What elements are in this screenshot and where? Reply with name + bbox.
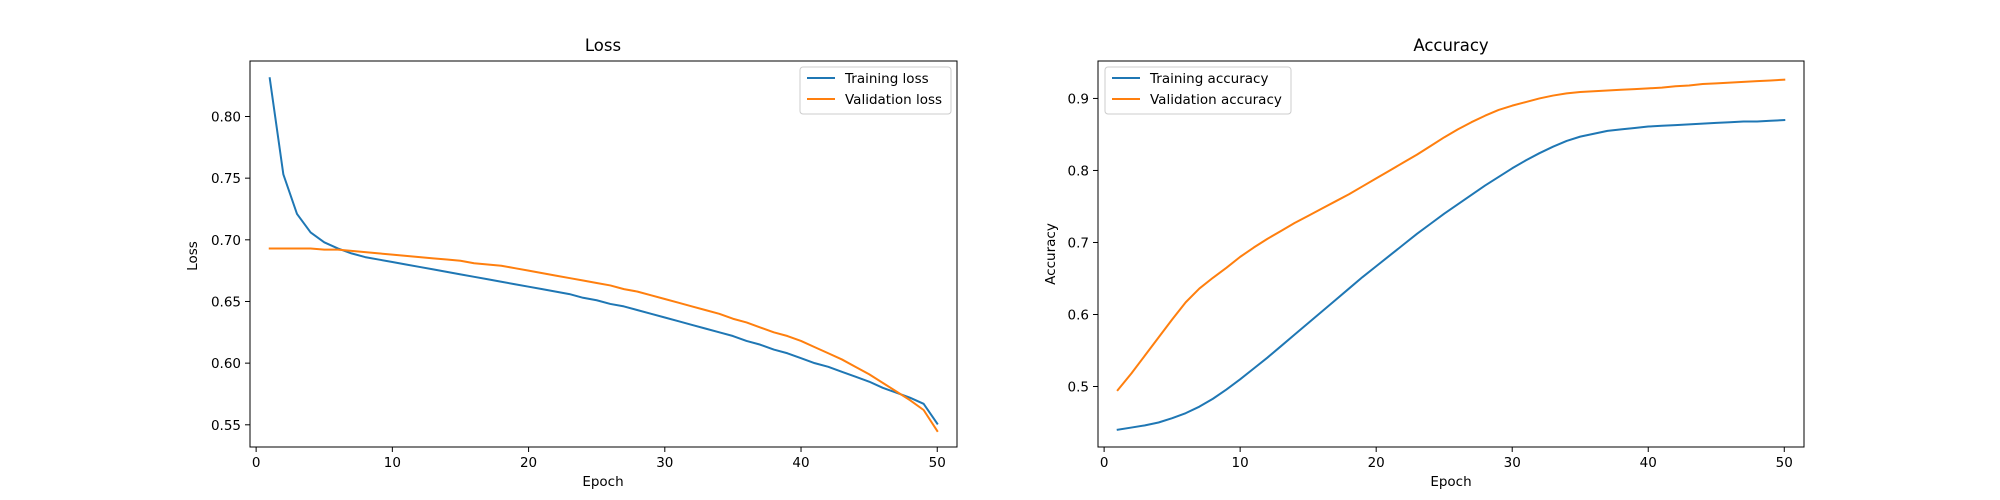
accuracy-legend-frame [1104, 66, 1292, 115]
accuracy-y-tick-label: 0.6 [1068, 307, 1089, 323]
accuracy-axes-frame [1097, 60, 1805, 448]
loss-x-axis-label: Epoch [582, 474, 623, 490]
loss-y-tick-label: 0.75 [211, 171, 241, 187]
loss-y-tick-label: 0.55 [211, 418, 241, 434]
accuracy-legend-training-label: Training accuracy [1149, 71, 1268, 87]
loss-x-tick-label: 20 [520, 455, 537, 471]
accuracy-x-tick-label: 10 [1232, 455, 1249, 471]
accuracy-chart-title: Accuracy [1413, 36, 1489, 55]
loss-series-validation-line [268, 247, 939, 433]
accuracy-x-tick-label: 30 [1504, 455, 1521, 471]
accuracy-y-axis-label: Accuracy [1043, 223, 1059, 285]
loss-legend-validation-label: Validation loss [845, 92, 942, 108]
loss-legend: Training loss Validation loss [799, 66, 952, 115]
loss-legend-training-label: Training loss [844, 71, 929, 87]
accuracy-x-tick-label: 40 [1640, 455, 1657, 471]
loss-y-ticks: 0.55 0.60 0.65 0.70 0.75 0.80 [211, 109, 250, 434]
loss-plot-area [249, 60, 958, 448]
accuracy-y-ticks: 0.5 0.6 0.7 0.8 0.9 [1068, 91, 1098, 396]
accuracy-legend: Training accuracy Validation accuracy [1104, 66, 1292, 115]
accuracy-y-tick-label: 0.5 [1068, 380, 1089, 396]
loss-y-tick-label: 0.65 [211, 294, 241, 310]
loss-y-axis-label: Loss [185, 241, 201, 271]
accuracy-y-tick-label: 0.9 [1068, 91, 1089, 107]
loss-x-tick-label: 30 [656, 455, 673, 471]
accuracy-x-tick-label: 20 [1368, 455, 1385, 471]
loss-y-tick-label: 0.70 [211, 233, 241, 249]
accuracy-y-tick-label: 0.8 [1068, 163, 1089, 179]
loss-x-tick-label: 50 [929, 455, 946, 471]
loss-y-tick-label: 0.80 [211, 109, 241, 125]
accuracy-series-training-line [1116, 118, 1786, 431]
loss-y-tick-label: 0.60 [211, 356, 241, 372]
loss-legend-frame [799, 66, 952, 115]
accuracy-x-tick-label: 0 [1100, 455, 1109, 471]
loss-x-tick-label: 0 [252, 455, 261, 471]
accuracy-series-validation-line [1116, 78, 1786, 392]
loss-x-tick-label: 10 [384, 455, 401, 471]
loss-x-ticks: 0 10 20 30 40 50 [252, 447, 946, 471]
loss-chart: 0 10 20 30 40 50 0.55 0.60 0.65 0.70 0.75 0.80 Los… [185, 36, 958, 490]
accuracy-x-tick-label: 50 [1776, 455, 1793, 471]
loss-axes-frame [249, 60, 958, 448]
accuracy-chart: 0 10 20 30 40 50 0.5 0.6 0.7 0.8 0.9 Accuracy Epo… [1043, 36, 1805, 490]
loss-series-layer [268, 77, 939, 433]
accuracy-legend-validation-label: Validation accuracy [1150, 92, 1282, 108]
accuracy-x-ticks: 0 10 20 30 40 50 [1100, 447, 1793, 471]
loss-chart-title: Loss [585, 36, 621, 55]
accuracy-series-layer [1116, 78, 1786, 431]
accuracy-y-tick-label: 0.7 [1068, 235, 1089, 251]
loss-series-training-line [268, 77, 939, 425]
loss-x-tick-label: 40 [792, 455, 809, 471]
accuracy-x-axis-label: Epoch [1430, 474, 1471, 490]
accuracy-plot-area [1097, 60, 1805, 448]
